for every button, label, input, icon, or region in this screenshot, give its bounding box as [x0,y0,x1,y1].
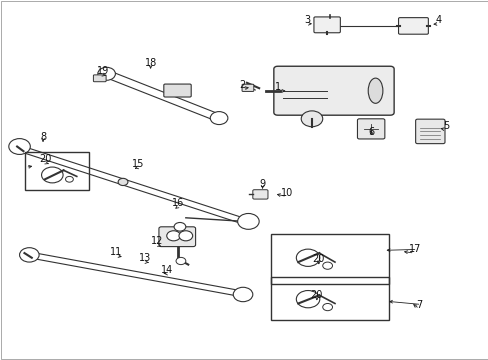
Circle shape [210,112,227,125]
Text: 13: 13 [139,253,151,264]
FancyBboxPatch shape [313,17,340,33]
Text: 12: 12 [151,236,163,246]
Text: 10: 10 [280,188,293,198]
FancyBboxPatch shape [398,18,427,34]
Bar [271,234,388,284]
FancyBboxPatch shape [357,119,384,139]
Bar [271,277,388,320]
Circle shape [174,222,185,231]
Circle shape [322,303,332,311]
Text: 15: 15 [132,159,144,169]
Text: 5: 5 [442,121,448,131]
Bar [25,152,89,190]
Circle shape [98,67,115,80]
Text: 8: 8 [40,132,46,142]
Text: 20: 20 [310,290,323,300]
Polygon shape [28,252,246,297]
Text: 1: 1 [274,82,280,93]
Circle shape [65,176,73,182]
FancyBboxPatch shape [242,84,253,91]
Text: 20: 20 [39,154,52,164]
FancyBboxPatch shape [163,84,191,97]
FancyBboxPatch shape [252,190,267,199]
Circle shape [296,249,319,266]
Circle shape [322,262,332,269]
Circle shape [301,111,322,127]
Text: 7: 7 [416,300,422,310]
Circle shape [166,231,180,241]
FancyBboxPatch shape [93,75,106,82]
Text: 14: 14 [161,265,173,275]
Text: 18: 18 [144,58,157,68]
Circle shape [233,287,252,302]
Circle shape [179,231,192,241]
Text: 16: 16 [172,198,184,208]
Circle shape [296,291,319,308]
Text: 17: 17 [407,244,420,255]
Circle shape [237,213,259,229]
Text: 19: 19 [96,66,109,76]
Circle shape [9,139,30,154]
Polygon shape [104,71,221,121]
FancyBboxPatch shape [159,227,195,247]
Text: 20: 20 [312,254,325,264]
Text: 2: 2 [239,80,245,90]
Circle shape [41,167,63,183]
Circle shape [20,248,39,262]
Text: 9: 9 [259,179,265,189]
Text: 6: 6 [368,127,374,137]
FancyBboxPatch shape [415,119,444,144]
Ellipse shape [367,78,382,103]
Text: 4: 4 [435,15,441,25]
Text: 11: 11 [110,247,122,257]
FancyBboxPatch shape [273,66,393,115]
Polygon shape [18,146,245,224]
Circle shape [176,257,185,265]
Circle shape [118,178,128,185]
Text: 3: 3 [304,15,309,25]
